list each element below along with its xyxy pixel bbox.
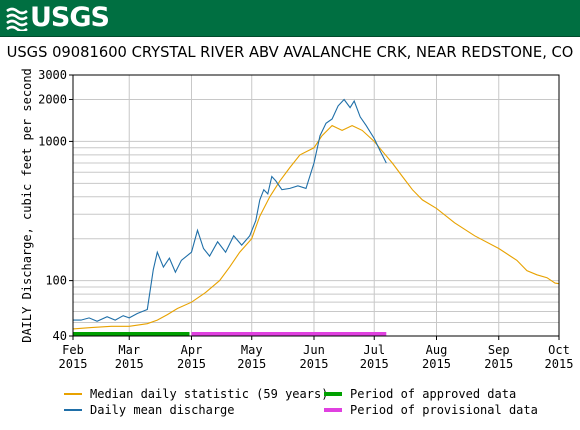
- y-tick-label: 1000: [38, 134, 67, 148]
- y-tick-label: 40: [53, 329, 67, 343]
- daily-mean-series-line: [73, 98, 387, 322]
- usgs-logo[interactable]: USGS: [6, 2, 110, 33]
- usgs-banner: USGS: [0, 0, 580, 37]
- x-tick-year-label: 2015: [484, 357, 513, 371]
- x-tick-year-label: 2015: [237, 357, 266, 371]
- x-tick-year-label: 2015: [300, 357, 329, 371]
- approved-period-bar: [73, 332, 190, 336]
- x-tick-label: Oct: [548, 343, 570, 357]
- x-tick-label: May: [241, 343, 263, 357]
- x-tick-year-label: 2015: [59, 357, 88, 371]
- legend-median-label: Median daily statistic (59 years): [90, 387, 329, 401]
- y-tick-label: 100: [45, 274, 67, 288]
- legend-daily: Daily mean discharge: [64, 403, 235, 417]
- discharge-chart: 40100100020003000Feb2015Mar2015Apr2015Ma…: [20, 68, 574, 371]
- y-axis-label: DAILY Discharge, cubic feet per second: [20, 68, 34, 343]
- x-tick-label: Jul: [363, 343, 385, 357]
- x-tick-label: Feb: [62, 343, 84, 357]
- chart-title: USGS 09081600 CRYSTAL RIVER ABV AVALANCH…: [6, 43, 574, 61]
- approved-swatch-icon: [324, 392, 342, 396]
- usgs-logo-text: USGS: [30, 2, 110, 33]
- y-tick-label: 2000: [38, 93, 67, 107]
- plot-area: [73, 75, 559, 336]
- x-tick-year-label: 2015: [360, 357, 389, 371]
- legend-median: Median daily statistic (59 years): [64, 387, 328, 401]
- legend-approved-label: Period of approved data: [350, 387, 517, 401]
- usgs-wave-icon: [6, 7, 28, 31]
- legend-provisional: Period of provisional data: [324, 403, 538, 417]
- daily-swatch-icon: [64, 409, 82, 411]
- legend-approved: Period of approved data: [324, 387, 516, 401]
- y-tick-label: 3000: [38, 68, 67, 82]
- median-series-line: [72, 124, 560, 330]
- x-tick-year-label: 2015: [545, 357, 574, 371]
- x-tick-year-label: 2015: [177, 357, 206, 371]
- plot-frame: [72, 74, 560, 337]
- provisional-swatch-icon: [324, 408, 342, 412]
- legend-daily-label: Daily mean discharge: [90, 403, 235, 417]
- provisional-period-bar: [191, 332, 387, 336]
- x-tick-year-label: 2015: [115, 357, 144, 371]
- x-tick-label: Jun: [303, 343, 325, 357]
- x-tick-label: Sep: [488, 343, 510, 357]
- x-tick-year-label: 2015: [422, 357, 451, 371]
- x-tick-label: Apr: [181, 343, 203, 357]
- legend-provisional-label: Period of provisional data: [350, 403, 538, 417]
- x-tick-label: Mar: [118, 343, 140, 357]
- x-tick-label: Aug: [426, 343, 448, 357]
- median-swatch-icon: [64, 393, 82, 395]
